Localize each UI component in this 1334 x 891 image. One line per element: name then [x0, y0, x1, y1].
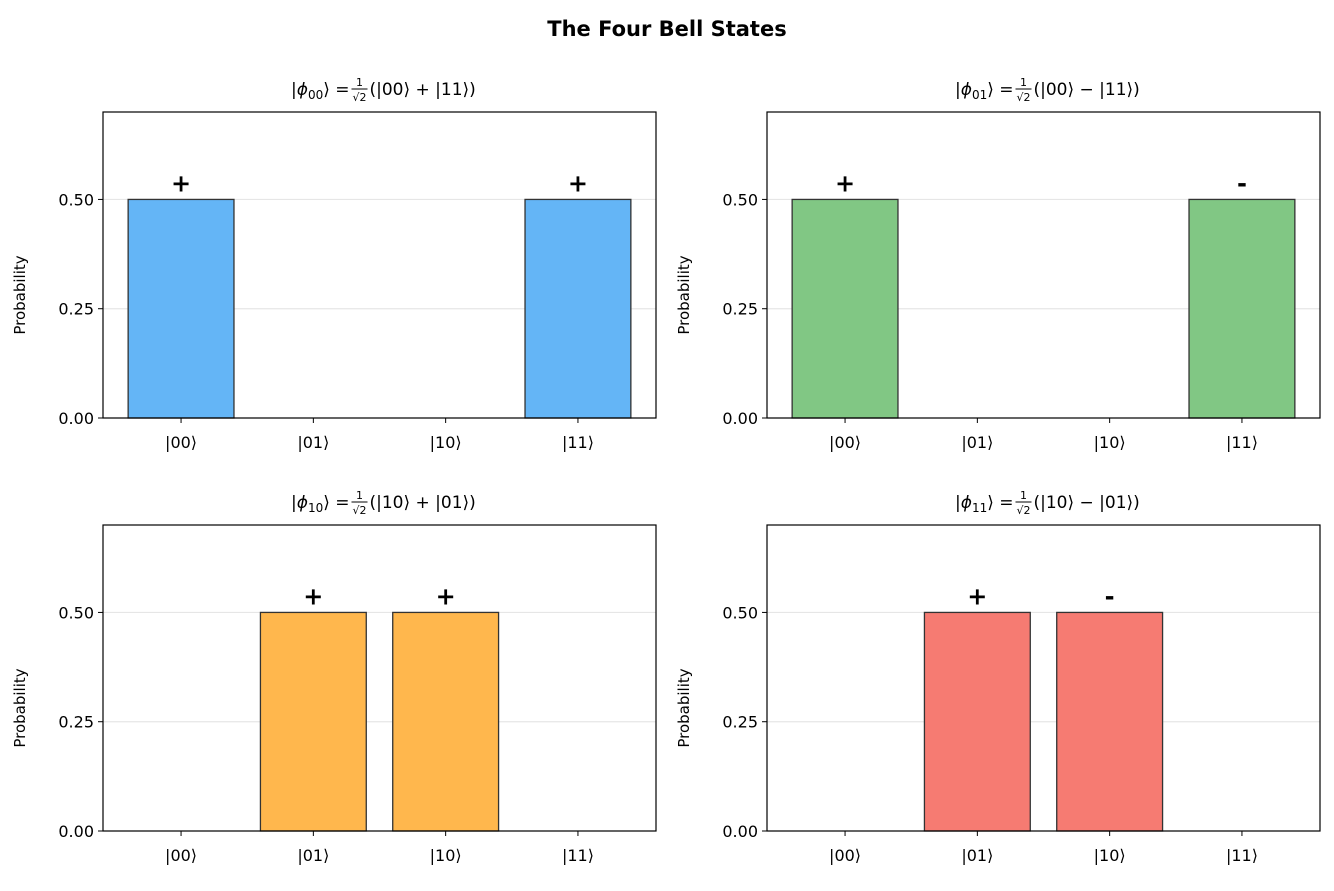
bar [1056, 611, 1164, 832]
sign-label: + [303, 582, 323, 610]
axes-frame [766, 111, 1321, 419]
x-tick-label: |10⟩ [430, 846, 462, 865]
subplot-1: 0.00 0.25 0.50 + |00⟩ |01⟩ |10⟩ + |11⟩ Probabilit… [11, 76, 657, 452]
title-expression: (|10⟩ + |01⟩) [370, 493, 476, 513]
y-axis-label: Probability [11, 668, 29, 747]
title-expression: (|10⟩ − |01⟩) [1034, 493, 1140, 513]
x-tick-label: |11⟩ [562, 846, 594, 865]
title-state: |ϕ00⟩ = [291, 80, 350, 102]
x-tick-label: |01⟩ [961, 846, 993, 865]
x-tick-label: |10⟩ [1094, 433, 1126, 452]
axes-frame [766, 524, 1321, 832]
y-tick-label: 0.25 [722, 300, 758, 319]
y-tick-label: 0.00 [58, 409, 94, 428]
bar [1188, 198, 1296, 419]
bar [392, 611, 500, 832]
axes-frame [102, 111, 657, 419]
y-tick-label: 0.50 [722, 603, 758, 622]
title-coef-num: 1 [356, 76, 363, 89]
bar [524, 198, 632, 419]
title-coef-den: √2 [1016, 504, 1030, 517]
subplot-4: 0.00 0.25 0.50 |00⟩ + |01⟩ - |10⟩ |11⟩ Probabilit… [675, 489, 1321, 865]
axes-frame [102, 524, 657, 832]
y-tick-label: 0.50 [722, 190, 758, 209]
sign-label: + [171, 169, 191, 197]
sign-label: + [835, 169, 855, 197]
title-state: |ϕ01⟩ = [955, 80, 1014, 102]
subplot-title: |ϕ01⟩ = 1 √2 (|00⟩ − |11⟩) [955, 76, 1140, 104]
sign-label: + [967, 582, 987, 610]
x-tick-label: |01⟩ [961, 433, 993, 452]
y-tick-label: 0.00 [722, 409, 758, 428]
y-tick-label: 0.25 [58, 300, 94, 319]
title-expression: (|00⟩ − |11⟩) [1034, 80, 1140, 100]
subplot-title: |ϕ11⟩ = 1 √2 (|10⟩ − |01⟩) [955, 489, 1140, 517]
x-tick-label: |01⟩ [297, 433, 329, 452]
bar [259, 611, 367, 832]
subplot-2: 0.00 0.25 0.50 + |00⟩ |01⟩ |10⟩ - |11⟩ Probabilit… [675, 76, 1321, 452]
sign-label: - [1237, 169, 1247, 197]
y-tick-label: 0.00 [58, 822, 94, 841]
x-tick-label: |10⟩ [1094, 846, 1126, 865]
x-tick-label: |00⟩ [165, 433, 197, 452]
x-tick-label: |00⟩ [829, 433, 861, 452]
figure-title: The Four Bell States [547, 17, 786, 41]
title-coef-den: √2 [352, 91, 366, 104]
title-state: |ϕ10⟩ = [291, 493, 350, 515]
x-tick-label: |00⟩ [829, 846, 861, 865]
x-tick-label: |11⟩ [1226, 433, 1258, 452]
sign-label: + [436, 582, 456, 610]
y-axis-label: Probability [11, 255, 29, 334]
title-coef-num: 1 [1020, 489, 1027, 502]
bar [923, 611, 1031, 832]
y-tick-label: 0.25 [722, 713, 758, 732]
y-tick-label: 0.50 [58, 603, 94, 622]
x-tick-label: |00⟩ [165, 846, 197, 865]
subplot-title: |ϕ00⟩ = 1 √2 (|00⟩ + |11⟩) [291, 76, 476, 104]
y-axis-label: Probability [675, 668, 693, 747]
title-state: |ϕ11⟩ = [955, 493, 1014, 515]
x-tick-label: |11⟩ [1226, 846, 1258, 865]
title-coef-num: 1 [356, 489, 363, 502]
y-tick-label: 0.25 [58, 713, 94, 732]
subplot-title: |ϕ10⟩ = 1 √2 (|10⟩ + |01⟩) [291, 489, 476, 517]
y-tick-label: 0.00 [722, 822, 758, 841]
bar [127, 198, 235, 419]
sign-label: - [1105, 582, 1115, 610]
x-tick-label: |11⟩ [562, 433, 594, 452]
title-coef-den: √2 [1016, 91, 1030, 104]
title-expression: (|00⟩ + |11⟩) [370, 80, 476, 100]
bar [791, 198, 899, 419]
subplot-3: 0.00 0.25 0.50 |00⟩ + |01⟩ + |10⟩ |11⟩ Probabilit… [11, 489, 657, 865]
sign-label: + [568, 169, 588, 197]
y-tick-label: 0.50 [58, 190, 94, 209]
title-coef-den: √2 [352, 504, 366, 517]
title-coef-num: 1 [1020, 76, 1027, 89]
x-tick-label: |10⟩ [430, 433, 462, 452]
x-tick-label: |01⟩ [297, 846, 329, 865]
y-axis-label: Probability [675, 255, 693, 334]
